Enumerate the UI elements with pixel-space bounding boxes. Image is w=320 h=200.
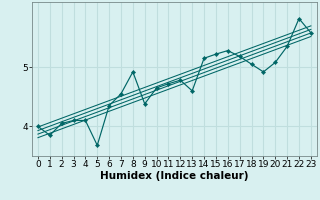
X-axis label: Humidex (Indice chaleur): Humidex (Indice chaleur) <box>100 171 249 181</box>
